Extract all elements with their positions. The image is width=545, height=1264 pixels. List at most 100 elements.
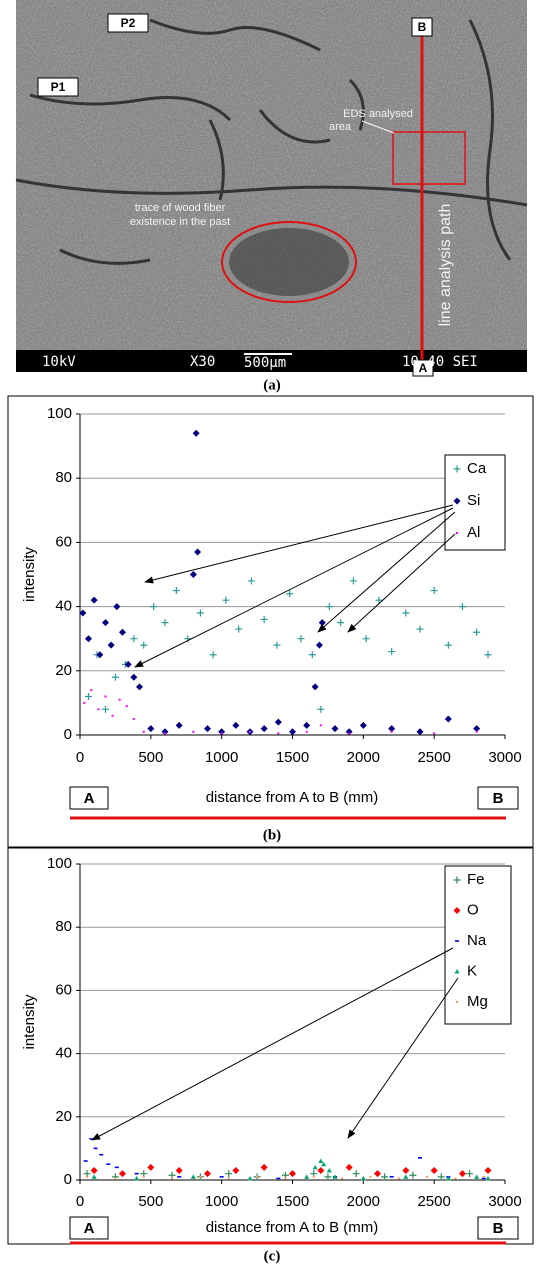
point (119, 628, 126, 636)
point (130, 635, 138, 643)
x-tick-label: 1500 (276, 1193, 309, 1210)
point (119, 1170, 126, 1178)
point (209, 651, 217, 659)
point (175, 1167, 183, 1175)
y-tick-label: 20 (55, 662, 72, 679)
point (177, 1176, 182, 1178)
point (418, 1157, 422, 1159)
point (90, 1167, 98, 1175)
point (130, 673, 138, 681)
annotation: EDS analysed (343, 108, 413, 120)
point (256, 1175, 259, 1178)
endpoint-label: A (84, 790, 95, 807)
point (453, 497, 461, 505)
endpoint-box (477, 786, 519, 810)
x-tick-label: 3000 (488, 1193, 521, 1210)
point (102, 705, 109, 713)
label-box (411, 17, 433, 37)
point (104, 695, 107, 698)
point (260, 1163, 268, 1171)
info-text: 10 40 SEI (402, 354, 478, 370)
point (453, 465, 461, 473)
point (199, 1175, 202, 1178)
point (171, 1177, 174, 1180)
point (150, 603, 158, 611)
x-tick-label: 2500 (417, 1193, 450, 1210)
point (369, 1175, 372, 1178)
point (220, 732, 223, 735)
point (204, 725, 211, 733)
point (97, 708, 100, 711)
point (318, 1158, 324, 1164)
point (125, 705, 128, 708)
endpoint-box (69, 1216, 109, 1240)
x-axis-label: distance from A to B (mm) (206, 789, 379, 806)
legend: Ca Si Al (444, 454, 506, 551)
point (397, 1177, 400, 1180)
point (459, 603, 466, 611)
point (484, 651, 492, 659)
x-tick-label: 2500 (417, 749, 450, 766)
point (172, 587, 180, 595)
y-tick-label: 60 (55, 533, 72, 550)
point (390, 730, 393, 733)
point (315, 641, 323, 649)
y-axis-label: intensity (21, 546, 38, 602)
point (235, 625, 243, 633)
point (317, 705, 325, 713)
point (409, 1171, 417, 1179)
x-tick-label: 2000 (347, 1193, 380, 1210)
point (473, 725, 481, 733)
point (142, 730, 145, 733)
point (374, 1170, 381, 1178)
point (86, 1175, 89, 1178)
caption: (a) (263, 377, 281, 393)
point (260, 615, 268, 623)
point (96, 651, 104, 659)
point (175, 721, 183, 729)
point (227, 1177, 230, 1180)
legend-label: O (467, 901, 479, 918)
point (331, 725, 339, 733)
point (454, 1177, 457, 1180)
point (222, 596, 230, 604)
arrow (347, 977, 459, 1139)
point (375, 596, 383, 604)
point (260, 725, 268, 733)
point (289, 728, 296, 736)
endpoint-label: B (493, 1220, 504, 1237)
point (219, 1176, 224, 1178)
point (232, 721, 240, 729)
arrows (91, 504, 459, 1141)
legend: Fe O Na K Mg (444, 865, 512, 1025)
x-tick-label: 500 (138, 1193, 163, 1210)
label-box (412, 359, 434, 377)
cracks (15, 18, 528, 265)
point (113, 603, 121, 611)
point (453, 876, 461, 884)
point (482, 1175, 485, 1178)
arrow (134, 507, 454, 668)
point (114, 1166, 119, 1169)
x-tick-label: 3000 (488, 749, 521, 766)
x-tick-label: 0 (76, 749, 84, 766)
point (247, 1175, 253, 1181)
point (83, 1160, 88, 1162)
point (312, 1164, 318, 1170)
info-bar (16, 350, 527, 372)
legend-label: Fe (467, 871, 485, 888)
point (403, 1174, 409, 1179)
data-points (83, 1138, 492, 1181)
x-tick-label: 1000 (205, 749, 238, 766)
fiber-trace (229, 228, 349, 296)
y-tick-label: 60 (55, 981, 72, 998)
arrow (317, 511, 456, 633)
point (360, 1175, 366, 1181)
point (474, 1174, 480, 1179)
point (456, 1001, 458, 1003)
legend-label: Si (467, 492, 480, 509)
legend-box (444, 865, 512, 1025)
x-tick-label: 2000 (347, 749, 380, 766)
point (161, 619, 169, 627)
